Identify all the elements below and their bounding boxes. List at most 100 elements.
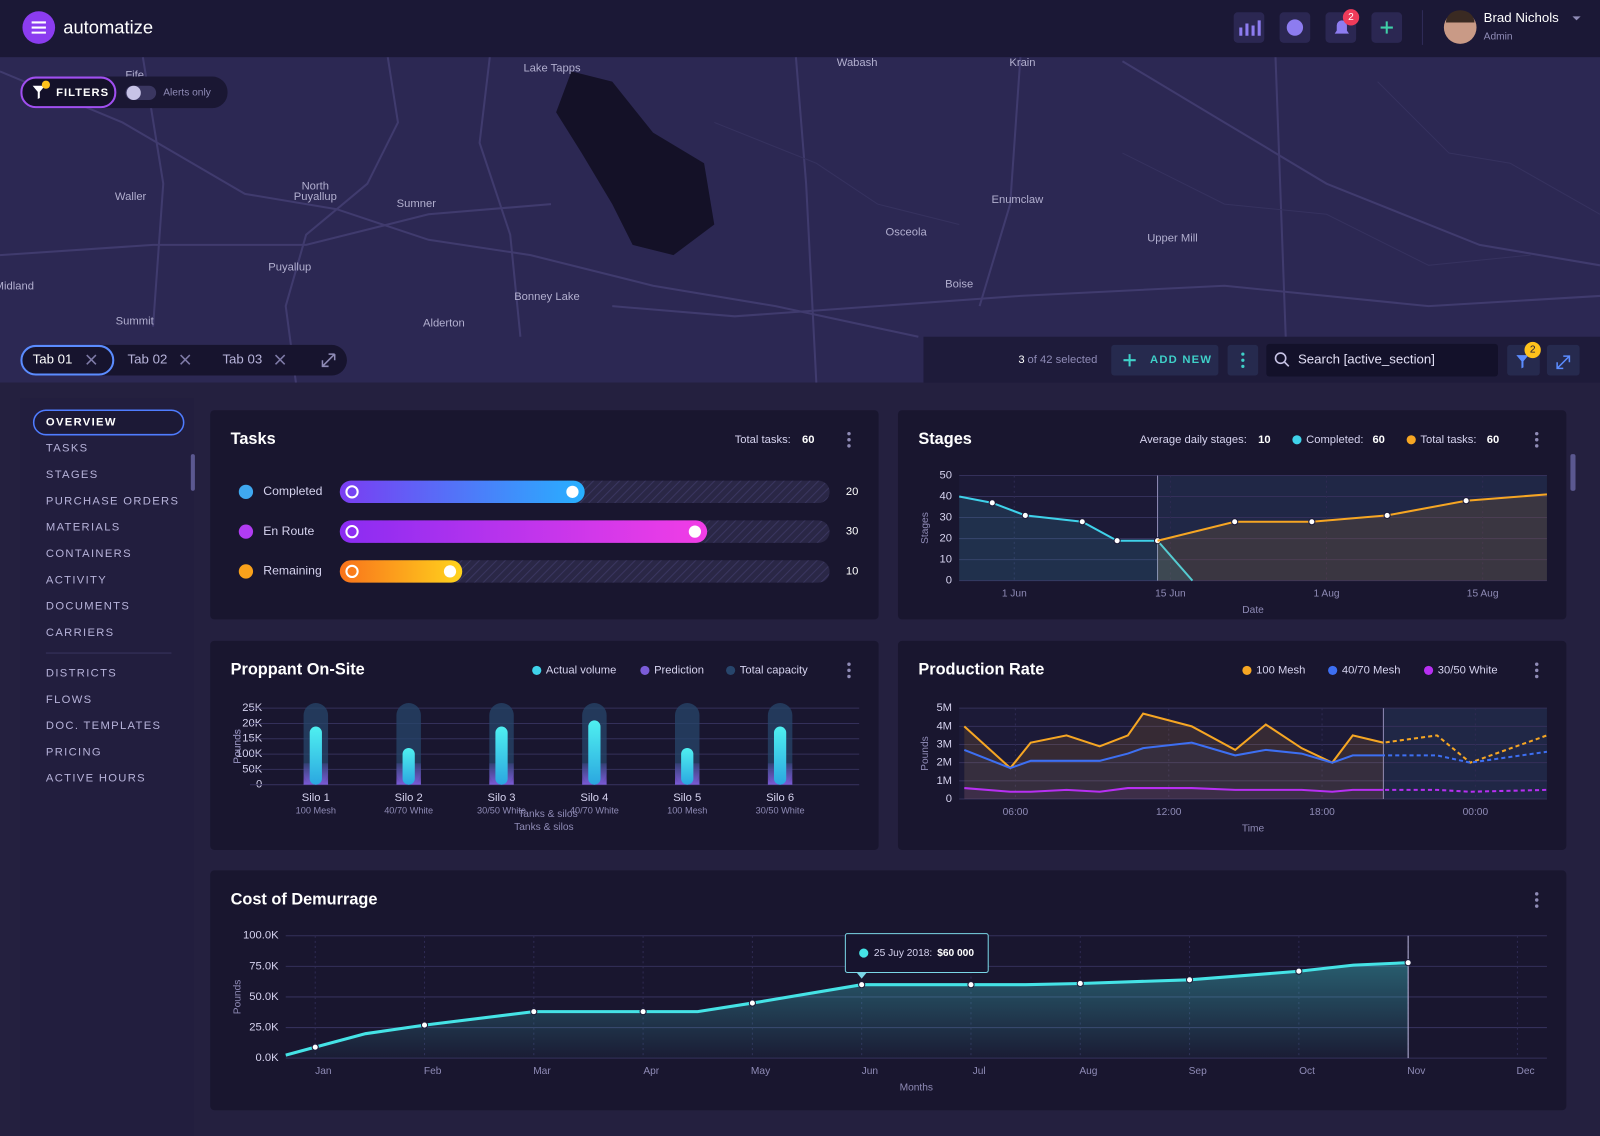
- x-axis-label: Tanks & silos: [518, 809, 577, 820]
- point: [311, 1043, 319, 1051]
- sidebar-item[interactable]: ACTIVE HOURS: [46, 773, 146, 785]
- legend-label: Total capacity: [740, 664, 808, 676]
- y-tick-label: 50.0K: [249, 991, 279, 1003]
- x-tick-label: Sep: [1189, 1066, 1207, 1077]
- sidebar-item[interactable]: FLOWS: [46, 694, 93, 706]
- tab[interactable]: Tab 03: [222, 352, 262, 367]
- y-tick-label: 0: [946, 575, 952, 587]
- bar: [773, 726, 787, 785]
- kebab-dot[interactable]: [847, 431, 851, 436]
- legend-label: Prediction: [654, 664, 704, 676]
- kebab-dot[interactable]: [1535, 904, 1539, 908]
- toggle-label: Alerts only: [163, 88, 211, 99]
- x-tick-sublabel: 40/70 White: [570, 806, 619, 816]
- map[interactable]: [0, 0, 1600, 383]
- legend-dot: [1406, 435, 1416, 445]
- kebab-dot[interactable]: [1535, 662, 1539, 667]
- kebab-dot[interactable]: [1535, 892, 1539, 896]
- collapse-icon[interactable]: [321, 353, 336, 368]
- tab[interactable]: Tab 01: [33, 352, 73, 367]
- sidebar-item[interactable]: PRICING: [46, 746, 102, 758]
- filter-badge: [1524, 341, 1541, 359]
- kebab-dot[interactable]: [1535, 674, 1539, 679]
- progress-knob: [566, 485, 579, 498]
- kebab-dot[interactable]: [1535, 438, 1539, 442]
- series-area: [964, 742, 1384, 799]
- x-tick-label: Silo 5: [673, 792, 701, 804]
- help-icon: [1286, 19, 1304, 36]
- point: [420, 1021, 429, 1029]
- total-value: 60: [802, 434, 814, 446]
- sidebar-item[interactable]: OVERVIEW: [46, 416, 117, 428]
- sidebar-item[interactable]: DOC. TEMPLATES: [46, 720, 161, 732]
- user-menu-caret[interactable]: [1572, 16, 1581, 21]
- kebab-dot[interactable]: [847, 444, 851, 448]
- tab-active[interactable]: [20, 344, 115, 376]
- y-tick-label: 5M: [936, 702, 952, 714]
- progress-knob: [443, 565, 457, 578]
- kebab-dot[interactable]: [847, 668, 851, 673]
- kebab-dot[interactable]: [1535, 668, 1539, 673]
- kebab-dot[interactable]: [847, 438, 851, 442]
- search-box[interactable]: [1266, 343, 1498, 377]
- header-actions: 2 Brad Nichols Admin: [1233, 9, 1581, 45]
- add-new-icon: [1123, 354, 1136, 367]
- sidebar-item[interactable]: STAGES: [46, 469, 99, 481]
- selected-of: of 42 selected: [1028, 354, 1098, 366]
- map-label: Bonney Lake: [514, 291, 580, 303]
- legend-dot: [1292, 435, 1302, 445]
- filter-badge-count: 2: [1530, 345, 1536, 356]
- progress-bar: [339, 560, 463, 583]
- legend-label: 40/70 Mesh: [1342, 664, 1401, 676]
- x-tick-label: 1 Aug: [1314, 589, 1340, 600]
- bar: [309, 726, 322, 785]
- kebab-dot[interactable]: [847, 674, 851, 679]
- y-tick-label: 100.0K: [243, 930, 279, 942]
- sidebar-item[interactable]: MATERIALS: [46, 522, 121, 534]
- progress-knob: [688, 525, 702, 538]
- bar: [681, 747, 694, 785]
- more-icon: [1241, 352, 1245, 368]
- kebab-dot[interactable]: [1535, 898, 1539, 902]
- chart-title: Proppant On-Site: [231, 661, 365, 679]
- row-label: Completed: [263, 484, 322, 498]
- sidebar-item[interactable]: CARRIERS: [46, 627, 115, 639]
- y-axis-label: Pounds: [920, 736, 931, 771]
- sidebar-item[interactable]: DISTRICTS: [46, 667, 117, 679]
- y-tick-label: 25.0K: [249, 1022, 279, 1034]
- series-area: [959, 496, 1193, 581]
- sidebar-item[interactable]: DOCUMENTS: [46, 601, 130, 613]
- expand-button[interactable]: [1546, 344, 1580, 376]
- row-label: En Route: [263, 524, 314, 538]
- tab[interactable]: Tab 02: [128, 352, 168, 367]
- point: [530, 1008, 538, 1016]
- point: [988, 499, 996, 507]
- series-line: [285, 961, 1409, 1057]
- total-label: Total tasks:: [735, 434, 791, 446]
- bar: [402, 747, 415, 785]
- tab-close-icons[interactable]: [86, 354, 286, 365]
- sidebar-item[interactable]: ACTIVITY: [46, 574, 107, 586]
- x-tick-sublabel: 40/70 White: [384, 806, 433, 816]
- x-tick-label: May: [751, 1066, 771, 1077]
- y-axis-label: Pounds: [232, 980, 243, 1015]
- row-icon: [238, 484, 254, 499]
- map-label: Osceola: [886, 227, 928, 239]
- series-line: [963, 741, 1384, 770]
- legend-dot: [640, 665, 650, 676]
- stat-value: 10: [1258, 434, 1270, 446]
- add-new-button[interactable]: [1111, 344, 1219, 376]
- map-label: Boise: [945, 279, 973, 291]
- kebab-dot[interactable]: [1535, 444, 1539, 448]
- x-tick-label: Feb: [424, 1066, 442, 1077]
- sidebar-active[interactable]: [32, 409, 185, 436]
- sidebar-item[interactable]: PURCHASE ORDERS: [46, 495, 179, 507]
- sidebar-item[interactable]: TASKS: [46, 443, 89, 455]
- legend-label: 100 Mesh: [1256, 664, 1305, 676]
- kebab-dot[interactable]: [847, 662, 851, 667]
- kebab-dot[interactable]: [1535, 431, 1539, 436]
- point: [1295, 967, 1303, 975]
- series-line: [1157, 493, 1548, 542]
- legend-dot: [1328, 665, 1338, 676]
- sidebar-item[interactable]: CONTAINERS: [46, 548, 132, 560]
